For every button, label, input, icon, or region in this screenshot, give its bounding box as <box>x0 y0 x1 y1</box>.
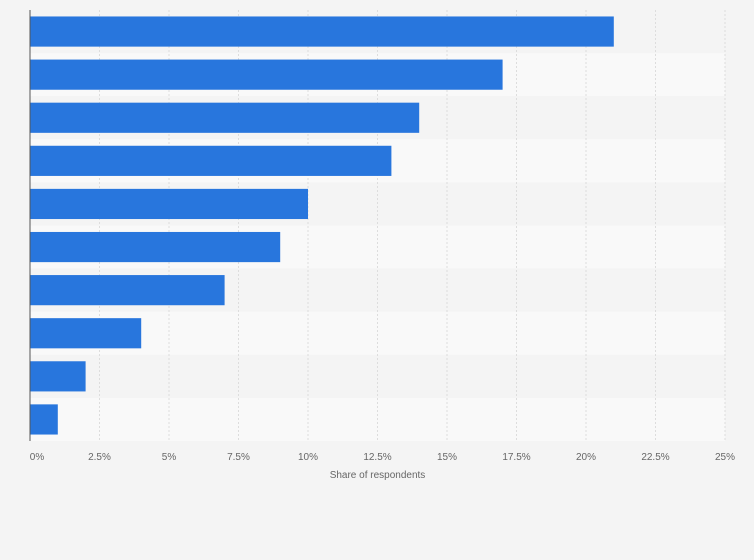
bar <box>30 102 420 133</box>
bar <box>30 16 614 47</box>
x-tick-label: 10% <box>298 452 318 463</box>
bar <box>30 318 142 349</box>
x-tick-label: 20% <box>576 452 596 463</box>
x-tick-label: 5% <box>162 452 177 463</box>
x-axis-title: Share of respondents <box>330 470 426 481</box>
bar <box>30 404 58 435</box>
x-tick-label: 0% <box>30 452 45 463</box>
bar <box>30 275 225 306</box>
x-tick-label: 12.5% <box>363 452 391 463</box>
x-axis-ticks: 0% 2.5% 5% 7.5% 10% 12.5% 15% 17.5% 20% 22.5% 25% <box>30 452 735 463</box>
x-tick-label: 2.5% <box>88 452 111 463</box>
x-tick-label: 22.5% <box>641 452 669 463</box>
x-tick-label: 17.5% <box>502 452 530 463</box>
x-tick-label: 25% <box>715 452 735 463</box>
bar <box>30 361 86 392</box>
bar <box>30 231 281 263</box>
bar <box>30 188 308 220</box>
bar <box>30 145 392 176</box>
x-tick-label: 15% <box>437 452 457 463</box>
bar <box>30 59 503 90</box>
bars <box>30 16 614 435</box>
x-tick-label: 7.5% <box>227 452 250 463</box>
